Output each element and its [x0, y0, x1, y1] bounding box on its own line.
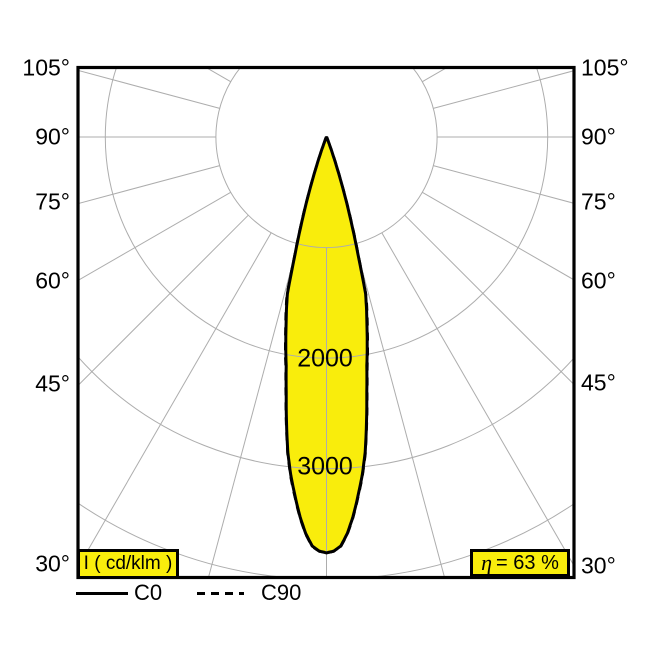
ring-label-2000: 2000 — [297, 344, 353, 373]
radial-gridline--45 — [78, 214, 249, 387]
eta-symbol: η — [481, 550, 493, 575]
plot-border — [76, 65, 576, 580]
angle-label-right-75: 75° — [581, 188, 616, 215]
angle-label-left-75: 75° — [35, 188, 70, 215]
ring-label-3000: 3000 — [297, 452, 353, 481]
efficiency-box: η = 63 % — [470, 549, 570, 577]
radial-gridline-45 — [404, 214, 574, 386]
intensity-unit-box: I ( cd/klm ) — [77, 549, 179, 579]
efficiency-value: = 63 % — [496, 551, 559, 574]
legend-line-c0-solid — [76, 592, 128, 595]
radial-gridline-60 — [422, 191, 574, 281]
angle-label-right-45: 45° — [581, 369, 616, 396]
angle-label-right-90: 90° — [581, 123, 616, 150]
angle-label-right-60: 60° — [581, 267, 616, 294]
radial-gridline--30 — [78, 232, 272, 569]
legend-label-c90: C90 — [261, 580, 302, 605]
radial-gridline--75 — [78, 165, 220, 205]
radial-gridline-30 — [381, 232, 574, 567]
angle-label-left-105: 105° — [22, 54, 70, 81]
legend-label-c0: C0 — [134, 580, 163, 605]
legend-line-c90-dashed — [197, 592, 244, 595]
angle-label-left-90: 90° — [35, 123, 70, 150]
angle-label-left-45: 45° — [35, 370, 70, 397]
radial-gridline-105 — [433, 70, 574, 109]
angle-label-right-105: 105° — [581, 54, 629, 81]
radial-gridline--105 — [78, 69, 220, 109]
intensity-unit-label: I ( cd/klm ) — [83, 553, 173, 574]
c90-curve — [284, 136, 369, 555]
radial-gridline--60 — [78, 191, 231, 282]
radial-gridline-75 — [433, 165, 574, 204]
angle-label-right-30: 30° — [581, 552, 616, 579]
angle-label-left-60: 60° — [35, 267, 70, 294]
angle-label-left-30: 30° — [35, 550, 70, 577]
